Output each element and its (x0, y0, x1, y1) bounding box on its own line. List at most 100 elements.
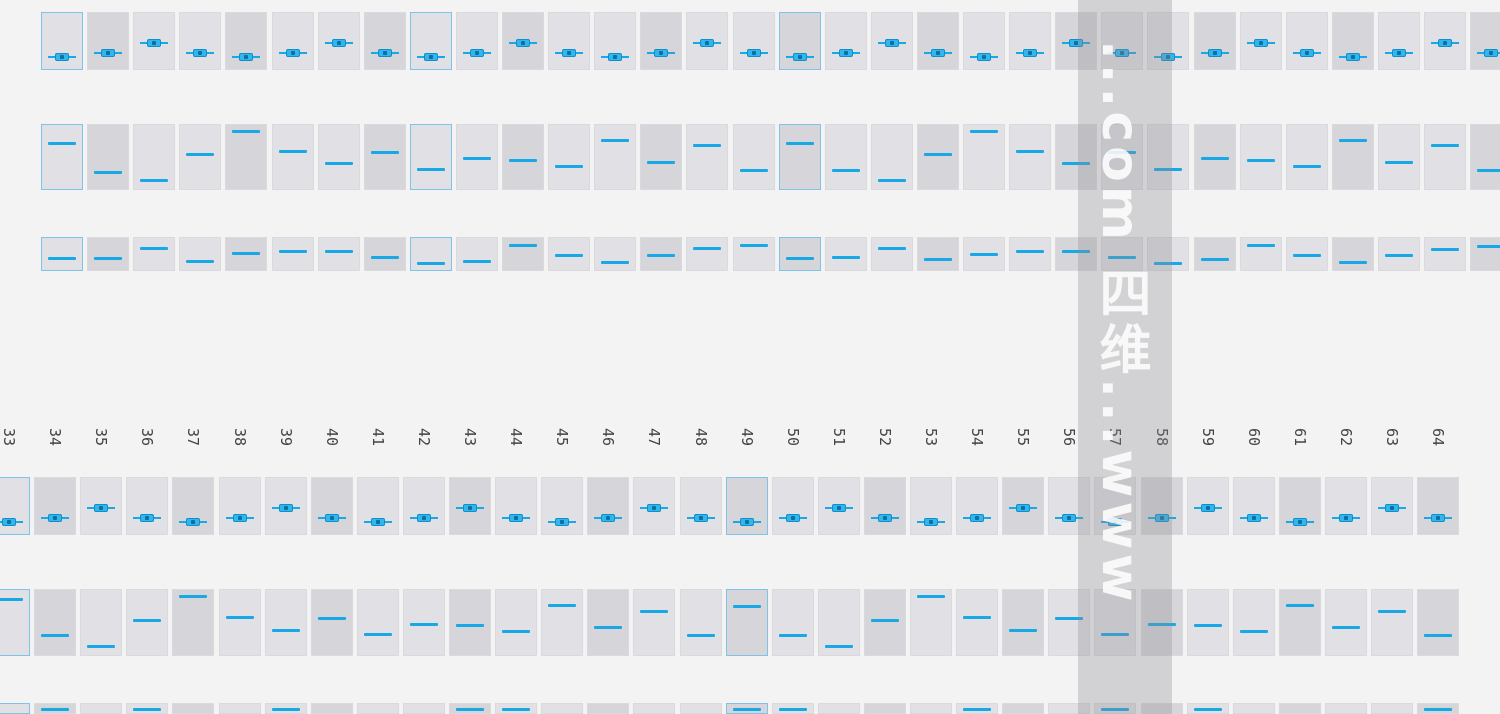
top-low-cell[interactable] (1285, 237, 1328, 271)
fader-handle[interactable] (278, 150, 307, 153)
bottom-partial-cell[interactable] (449, 703, 491, 714)
fader-handle[interactable] (186, 153, 215, 156)
top-fader-cell[interactable] (1055, 124, 1098, 190)
fader-handle[interactable] (686, 634, 715, 637)
bottom-partial-cell[interactable] (587, 703, 630, 714)
bottom-partial-cell[interactable] (633, 703, 676, 714)
top-knob-cell[interactable] (271, 12, 314, 70)
bottom-fader-cell[interactable] (34, 589, 77, 656)
top-low-cell[interactable] (1377, 237, 1420, 271)
knob-handle[interactable] (1384, 49, 1413, 57)
knob-handle[interactable] (594, 514, 623, 522)
bottom-fader-cell[interactable] (402, 589, 445, 656)
knob-handle[interactable] (509, 39, 537, 47)
top-low-cell[interactable] (1009, 237, 1052, 271)
fader-handle[interactable] (370, 256, 399, 259)
bottom-knob-cell[interactable] (1186, 477, 1229, 535)
bottom-knob-cell[interactable] (633, 477, 676, 535)
fader-handle[interactable] (0, 598, 23, 601)
bottom-partial-cell[interactable] (80, 703, 123, 714)
bottom-partial-cell[interactable] (1186, 703, 1229, 714)
fader-handle[interactable] (923, 258, 952, 261)
fader-handle[interactable] (963, 708, 992, 711)
top-low-cell[interactable] (41, 237, 83, 271)
bottom-partial-cell[interactable] (956, 703, 999, 714)
top-fader-cell[interactable] (271, 124, 314, 190)
fader-handle[interactable] (324, 250, 353, 253)
knob-handle[interactable] (739, 49, 768, 57)
fader-handle[interactable] (1431, 248, 1459, 251)
bottom-knob-cell[interactable] (1371, 477, 1413, 535)
top-knob-cell[interactable] (1470, 12, 1500, 70)
fader-handle[interactable] (1101, 633, 1130, 636)
fader-handle[interactable] (555, 165, 584, 168)
knob-handle[interactable] (0, 518, 23, 526)
top-knob-cell[interactable] (778, 12, 821, 70)
fader-handle[interactable] (317, 617, 346, 620)
fader-handle[interactable] (831, 256, 860, 259)
fader-handle[interactable] (502, 708, 531, 711)
fader-handle[interactable] (923, 153, 952, 156)
top-fader-cell[interactable] (594, 124, 637, 190)
fader-handle[interactable] (601, 261, 630, 264)
bottom-fader-cell[interactable] (1417, 589, 1460, 656)
top-knob-cell[interactable] (548, 12, 591, 70)
fader-handle[interactable] (1200, 258, 1229, 261)
fader-handle[interactable] (456, 624, 484, 627)
top-low-cell[interactable] (409, 237, 452, 271)
knob-handle[interactable] (317, 514, 346, 522)
fader-handle[interactable] (831, 169, 860, 172)
fader-handle[interactable] (94, 257, 123, 260)
fader-handle[interactable] (140, 247, 169, 250)
fader-handle[interactable] (1108, 151, 1137, 154)
top-knob-cell[interactable] (179, 12, 222, 70)
fader-handle[interactable] (917, 595, 945, 598)
fader-handle[interactable] (1431, 144, 1459, 147)
fader-handle[interactable] (186, 260, 215, 263)
fader-handle[interactable] (409, 623, 438, 626)
bottom-knob-cell[interactable] (1232, 477, 1275, 535)
top-knob-cell[interactable] (41, 12, 83, 70)
top-fader-cell[interactable] (87, 124, 130, 190)
top-low-cell[interactable] (1055, 237, 1098, 271)
top-low-cell[interactable] (778, 237, 821, 271)
top-low-cell[interactable] (824, 237, 867, 271)
fader-handle[interactable] (509, 244, 537, 247)
bottom-knob-cell[interactable] (725, 477, 768, 535)
bottom-knob-cell[interactable] (1278, 477, 1321, 535)
knob-handle[interactable] (778, 514, 807, 522)
top-fader-cell[interactable] (1193, 124, 1236, 190)
knob-handle[interactable] (1154, 53, 1183, 61)
bottom-knob-cell[interactable] (356, 477, 399, 535)
knob-handle[interactable] (1431, 39, 1459, 47)
fader-handle[interactable] (640, 610, 669, 613)
top-fader-cell[interactable] (1009, 124, 1052, 190)
top-low-cell[interactable] (686, 237, 729, 271)
top-low-cell[interactable] (640, 237, 683, 271)
top-low-cell[interactable] (1239, 237, 1282, 271)
top-knob-cell[interactable] (963, 12, 1005, 70)
top-knob-cell[interactable] (1147, 12, 1190, 70)
bottom-fader-cell[interactable] (449, 589, 491, 656)
bottom-knob-cell[interactable] (126, 477, 169, 535)
top-knob-cell[interactable] (686, 12, 729, 70)
fader-handle[interactable] (1009, 629, 1038, 632)
top-knob-cell[interactable] (1009, 12, 1052, 70)
top-fader-cell[interactable] (963, 124, 1005, 190)
top-knob-cell[interactable] (1331, 12, 1374, 70)
top-low-cell[interactable] (870, 237, 913, 271)
knob-handle[interactable] (48, 53, 76, 61)
bottom-fader-cell[interactable] (956, 589, 999, 656)
top-fader-cell[interactable] (732, 124, 775, 190)
fader-handle[interactable] (225, 616, 254, 619)
knob-handle[interactable] (370, 49, 399, 57)
top-knob-cell[interactable] (594, 12, 637, 70)
fader-handle[interactable] (502, 630, 531, 633)
fader-handle[interactable] (732, 605, 761, 608)
knob-handle[interactable] (917, 518, 945, 526)
bottom-knob-cell[interactable] (1002, 477, 1045, 535)
fader-handle[interactable] (647, 161, 676, 164)
top-knob-cell[interactable] (317, 12, 360, 70)
knob-handle[interactable] (502, 514, 531, 522)
bottom-partial-cell[interactable] (495, 703, 538, 714)
